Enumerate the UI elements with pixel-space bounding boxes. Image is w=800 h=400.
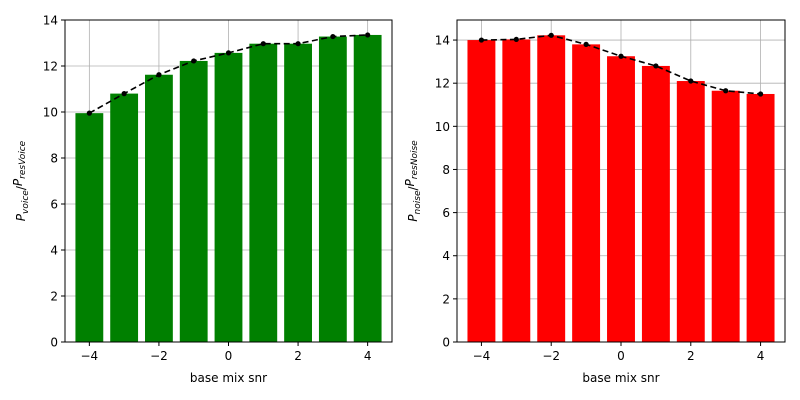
y-tick-label: 8 — [50, 152, 58, 166]
undefined-bar — [502, 39, 531, 342]
y-tick-label: 12 — [435, 77, 450, 91]
y-tick-label: 0 — [50, 336, 58, 350]
undefined-trend-point — [618, 53, 624, 59]
undefined-trend-point — [86, 110, 92, 116]
x-axis-label: base mix snr — [190, 371, 267, 385]
x-tick-label: 2 — [294, 349, 302, 363]
undefined-bar — [179, 60, 208, 342]
right-noise-ratio-chart: −4 −2 0 2 4 0 2 4 6 8 10 12 14 base mix snr Pnoise/Pre… — [403, 19, 786, 385]
undefined-bar — [110, 93, 139, 342]
undefined-trend-point — [757, 91, 764, 97]
undefined-bar — [746, 93, 775, 342]
undefined-trend-point — [365, 32, 371, 38]
y-tick-label: 10 — [43, 106, 58, 120]
x-tick-label: −2 — [150, 349, 168, 363]
undefined-trend-point — [583, 41, 589, 47]
x-tick-label: 0 — [617, 349, 625, 363]
y-tick-label: 12 — [43, 60, 58, 74]
undefined-trend-point — [478, 37, 485, 43]
undefined-trend-point — [513, 36, 519, 43]
undefined-bar — [711, 90, 740, 343]
y-tick-label: 4 — [50, 244, 58, 258]
undefined-bar — [145, 74, 173, 343]
undefined-bar — [676, 81, 705, 343]
y-tick-label: 2 — [50, 290, 58, 304]
left-voice-ratio-chart: −4 −2 0 2 4 0 2 4 6 8 10 12 14 base mix snr Pvoice/Pre… — [11, 14, 393, 385]
x-tick-label: 2 — [687, 349, 695, 363]
undefined-bar — [607, 56, 635, 342]
undefined-bar — [641, 65, 670, 342]
undefined-bar — [75, 113, 104, 343]
y-tick-label: 4 — [442, 249, 450, 263]
y-tick-label: 6 — [442, 206, 450, 220]
undefined-bar — [318, 36, 347, 343]
undefined-trend-point — [191, 58, 197, 64]
y-tick-label: 14 — [43, 14, 58, 28]
undefined-trend-point — [330, 33, 336, 40]
undefined-bar — [467, 40, 496, 342]
y-tick-label: 14 — [435, 34, 450, 48]
undefined-bar — [214, 52, 243, 342]
undefined-bar — [284, 43, 312, 342]
x-tick-label: 4 — [364, 349, 372, 363]
y-tick-label: 2 — [442, 292, 450, 306]
undefined-trend-point — [653, 63, 659, 69]
x-tick-label: −4 — [80, 349, 98, 363]
undefined-trend-point — [723, 88, 729, 94]
undefined-bar — [537, 35, 566, 342]
y-axis-label: Pvoice/PresVoice — [11, 140, 31, 221]
x-axis-label: base mix snr — [582, 371, 659, 385]
x-tick-label: −2 — [542, 349, 560, 363]
undefined-trend-point — [225, 50, 232, 56]
x-tick-label: −4 — [473, 349, 491, 363]
y-axis-label: Pnoise/PresNoise — [403, 140, 423, 222]
undefined-trend-point — [121, 91, 127, 97]
undefined-bar — [353, 34, 382, 342]
y-tick-label: 8 — [442, 163, 450, 177]
y-tick-label: 0 — [442, 336, 450, 350]
undefined-trend-point — [548, 32, 554, 38]
undefined-bar — [572, 44, 601, 342]
undefined-bar — [249, 43, 278, 342]
undefined-trend-point — [260, 41, 266, 47]
undefined-trend-point — [295, 41, 301, 47]
undefined-trend-point — [156, 72, 162, 78]
undefined-trend-point — [688, 78, 694, 84]
y-tick-label: 10 — [435, 120, 450, 134]
x-tick-label: 4 — [757, 349, 765, 363]
y-tick-label: 6 — [50, 198, 58, 212]
x-tick-label: 0 — [225, 349, 233, 363]
